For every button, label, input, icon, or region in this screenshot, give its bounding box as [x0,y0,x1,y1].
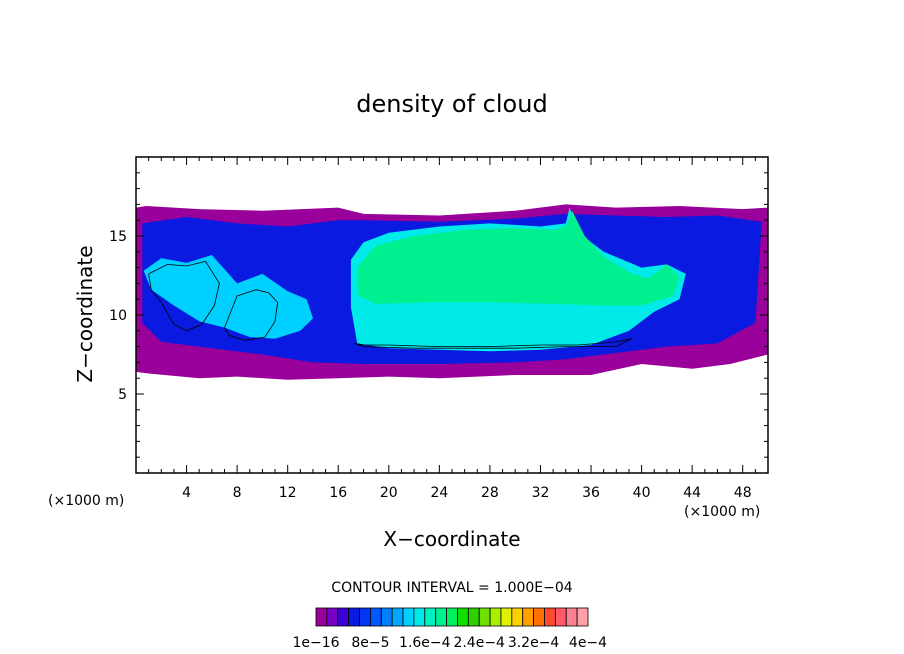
colorbar-swatch [467,607,480,627]
contour-line-0 [354,338,632,349]
colorbar-swatch [359,607,371,627]
colorbar-tick-label: 2.4e−4 [453,635,505,651]
colorbar-swatch [511,607,524,627]
chart-title: density of cloud [356,90,547,118]
contour-line-1 [148,260,220,332]
density-regions [136,204,768,380]
x-tick-label: 32 [532,485,550,501]
colorbar-labels: 1e−16 8e−5 1.6e−4 2.4e−4 3.2e−4 4e−4 [292,635,607,651]
colorbar-swatch [402,607,415,627]
colorbar-swatch [337,607,350,627]
colorbar-swatch [522,607,534,627]
x-tick-label: 48 [734,485,752,501]
colorbar-swatch [457,607,469,627]
colorbar-swatch [413,607,426,627]
colorbar-tick-label: 1.6e−4 [399,635,451,651]
colorbar-tick-label: 8e−5 [351,635,389,651]
y-tick-label: 5 [118,387,127,403]
y-axis-unit: (×1000 m) [48,493,124,509]
colorbar [315,607,589,627]
y-axis-label: Z−coordinate [73,245,97,382]
x-tick-label: 36 [582,485,600,501]
colorbar-swatch [348,607,360,627]
y-axis-ticks: 5 10 15 [109,172,768,458]
y-tick-label: 10 [109,308,127,324]
x-tick-label: 24 [430,485,448,501]
x-tick-label: 4 [182,485,191,501]
colorbar-swatch [391,607,404,627]
colorbar-swatch [326,607,339,627]
y-tick-label: 15 [109,229,127,245]
colorbar-swatch [424,607,437,627]
colorbar-swatch [446,607,458,627]
x-axis-ticks: 4 8 12 16 20 24 28 32 36 40 44 48 [148,157,756,501]
colorbar-swatch [565,607,578,627]
colorbar-swatch [576,607,589,627]
x-tick-label: 28 [481,485,499,501]
colorbar-swatch [478,607,491,627]
colorbar-swatch [380,607,393,627]
x-axis-label: X−coordinate [383,527,520,551]
x-tick-label: 44 [683,485,701,501]
x-tick-label: 8 [233,485,242,501]
contour-interval-note: CONTOUR INTERVAL = 1.000E−04 [331,580,572,596]
colorbar-swatch [369,607,382,627]
colorbar-swatch [533,607,545,627]
colorbar-swatch [489,607,502,627]
colorbar-tick-label: 1e−16 [292,635,339,651]
x-axis-unit: (×1000 m) [684,504,760,520]
x-tick-label: 40 [633,485,651,501]
contour-line-2 [224,289,279,341]
colorbar-swatch [544,607,556,627]
colorbar-swatch [500,607,513,627]
x-tick-label: 12 [279,485,297,501]
colorbar-tick-label: 4e−4 [569,635,607,651]
x-tick-label: 16 [329,485,347,501]
x-tick-label: 20 [380,485,398,501]
colorbar-swatch [435,607,447,627]
contour-lines [148,260,632,349]
density-region-4-high [357,210,680,306]
colorbar-swatch [315,607,328,627]
colorbar-tick-label: 3.2e−4 [508,635,560,651]
density-region-2-mid-high [143,255,313,339]
colorbar-swatch [554,607,567,627]
